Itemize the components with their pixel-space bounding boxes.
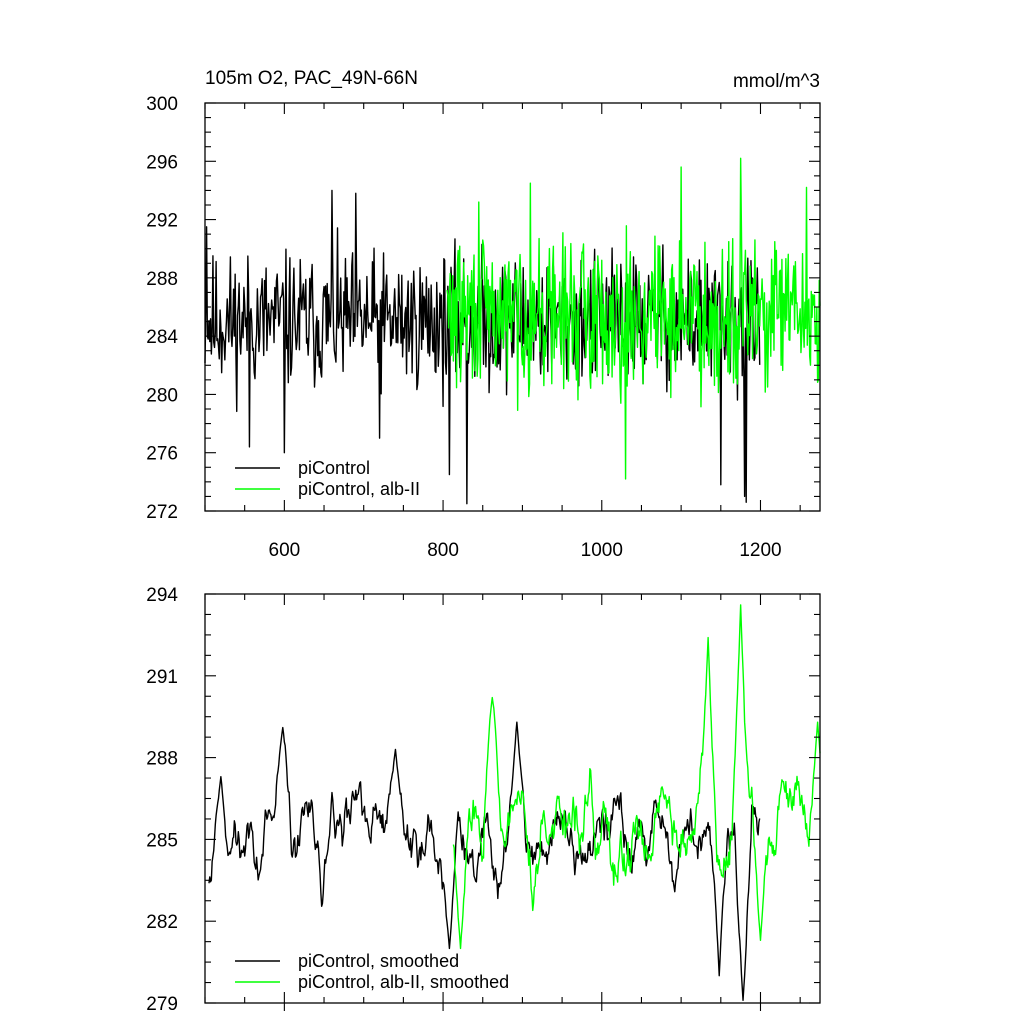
y-tick-label: 280 [146,385,178,406]
legend-label-alb-ii: piControl, alb-II [298,479,420,499]
axis-ticks: 279 282 285 288 291 294 [146,585,820,1015]
y-tick-label: 282 [146,912,178,933]
legend-label-alb-ii-smoothed: piControl, alb-II, smoothed [298,972,509,992]
x-tick-label: 800 [427,540,459,561]
x-tick-label: 1000 [581,540,623,561]
axis-ticks: 600 800 1000 1200 272 276 280 284 288 292 296 300 [146,94,820,561]
legend: piControl, smoothed piControl, alb-II, s… [235,951,509,992]
y-tick-label: 279 [146,994,178,1015]
y-tick-label: 284 [146,327,178,348]
y-tick-label: 272 [146,502,178,523]
panel-bottom: 279 282 285 288 291 294 piControl, smoothed p… [146,585,821,1015]
y-tick-label: 285 [146,830,178,851]
legend-label-picontrol-smoothed: piControl, smoothed [298,951,459,971]
series-line-1 [446,157,821,480]
series-layer [208,604,821,1001]
chart-title: 105m O2, PAC_49N-66N [205,68,418,89]
y-tick-label: 276 [146,444,178,465]
series-line-0 [208,721,761,1001]
series-layer [204,157,821,505]
plot-frame [204,593,821,1004]
y-tick-label: 300 [146,94,178,115]
x-tick-label: 1200 [739,540,781,561]
x-tick-label: 600 [269,540,301,561]
y-tick-label: 288 [146,749,178,770]
units-label: mmol/m^3 [733,71,820,92]
legend: piControl piControl, alb-II [235,458,420,499]
y-tick-label: 294 [146,585,178,606]
panel-top: 105m O2, PAC_49N-66N mmol/m^3 600 800 1000… [146,68,821,561]
series-line-1 [452,604,821,950]
y-tick-label: 291 [146,667,178,688]
y-tick-label: 296 [146,152,178,173]
legend-label-picontrol: piControl [298,458,370,478]
y-tick-label: 292 [146,211,178,232]
y-tick-label: 288 [146,269,178,290]
